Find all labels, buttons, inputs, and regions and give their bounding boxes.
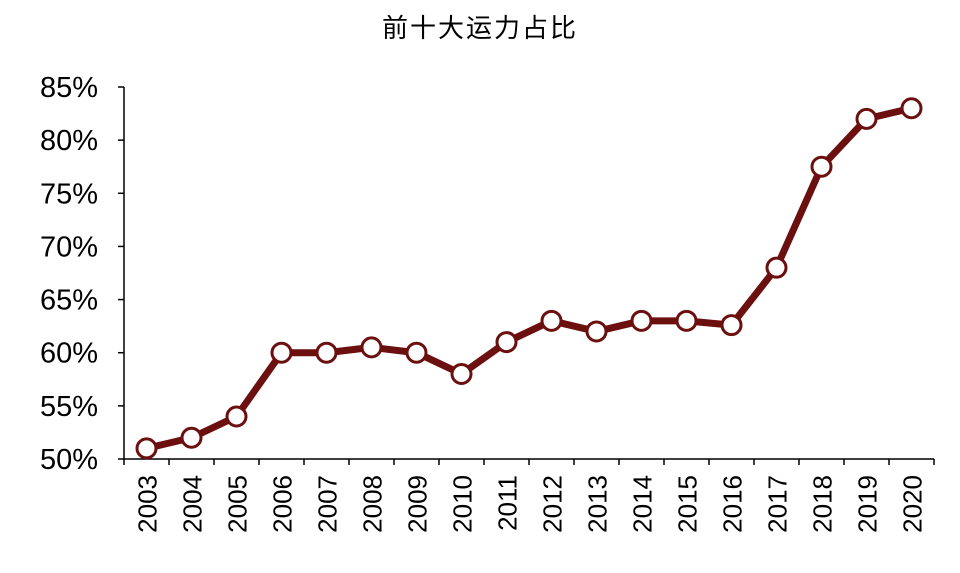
x-tick-label: 2009 <box>403 475 433 533</box>
y-tick-label: 60% <box>40 338 98 370</box>
data-point <box>135 437 158 460</box>
x-tick-label: 2008 <box>358 475 388 533</box>
x-tick-label: 2020 <box>898 475 928 533</box>
y-tick-label: 70% <box>40 231 98 263</box>
data-point <box>810 155 833 178</box>
x-tick-label: 2006 <box>268 475 298 533</box>
x-tick-label: 2003 <box>133 475 163 533</box>
series <box>135 97 923 460</box>
y-tick-label: 75% <box>40 178 98 210</box>
y-tick-label: 55% <box>40 391 98 423</box>
x-tick-label: 2011 <box>493 475 523 531</box>
data-point <box>315 341 338 364</box>
x-tick-label: 2016 <box>718 475 748 533</box>
data-point <box>495 331 518 354</box>
data-point <box>675 309 698 332</box>
x-tick-label: 2013 <box>583 475 613 533</box>
chart-title: 前十大运力占比 <box>381 14 578 44</box>
axes <box>118 86 935 465</box>
x-tick-label: 2018 <box>808 475 838 533</box>
x-tick-label: 2010 <box>448 475 478 533</box>
y-tick-label: 80% <box>40 125 98 157</box>
data-point <box>180 426 203 449</box>
x-tick-label: 2004 <box>178 475 208 533</box>
data-point <box>855 107 878 130</box>
x-tick-labels: 2003 2004 2005 2006 2007 2008 2009 2010 2011 2012… <box>133 475 928 533</box>
data-point <box>720 314 743 337</box>
x-tick-label: 2005 <box>223 475 253 533</box>
y-tick-label: 65% <box>40 285 98 317</box>
data-point <box>450 362 473 385</box>
x-tick-label: 2017 <box>763 475 793 533</box>
x-tick-label: 2019 <box>853 475 883 533</box>
x-tick-label: 2007 <box>313 475 343 533</box>
y-tick-label: 85% <box>40 72 98 104</box>
data-point <box>765 256 788 279</box>
series-line <box>143 104 915 452</box>
y-tick-label: 50% <box>40 444 98 476</box>
data-point <box>540 309 563 332</box>
data-point <box>360 336 383 359</box>
x-tick-label: 2014 <box>628 475 658 533</box>
data-point <box>405 341 428 364</box>
data-point <box>900 97 923 120</box>
x-tick-label: 2012 <box>538 475 568 533</box>
y-tick-labels: 50% 55% 60% 65% 70% 75% 80% 85% <box>40 72 98 476</box>
data-point <box>270 341 293 364</box>
x-tick-label: 2015 <box>673 475 703 533</box>
data-point <box>585 320 608 343</box>
data-point <box>630 309 653 332</box>
data-point <box>225 405 248 428</box>
